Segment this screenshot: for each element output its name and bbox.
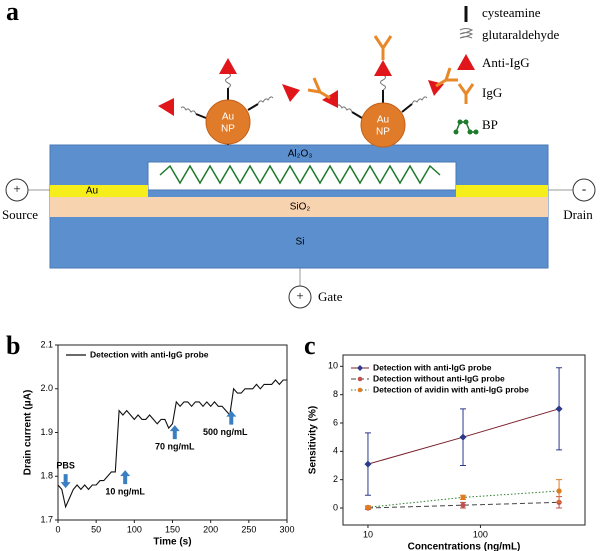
x-tick-label: 0 — [55, 524, 60, 534]
layer-label: Si — [296, 237, 305, 248]
gold-nanoparticle — [360, 102, 406, 148]
annotation-label: 500 ng/mL — [203, 427, 248, 437]
marker — [555, 405, 563, 413]
legend-label: Detection of avidin with anti-IgG probe — [373, 384, 529, 394]
legend-icon — [453, 119, 479, 135]
legend-label: Detection with anti-IgG probe — [90, 349, 209, 359]
marker — [460, 502, 466, 508]
terminal — [5, 178, 29, 202]
y-tick-label: 1.9 — [40, 427, 53, 437]
layer-label: Au — [86, 186, 98, 197]
legend-label: IgG — [482, 85, 502, 100]
annotation-arrow — [60, 474, 71, 489]
terminal-label: Drain — [563, 207, 593, 222]
gold-nanoparticle — [205, 99, 251, 145]
sio2-layer — [50, 197, 548, 217]
layer-label: SiO₂ — [290, 202, 311, 213]
y-tick-label: 2.1 — [40, 339, 53, 349]
marker — [459, 433, 467, 441]
panel-letter: a — [6, 0, 19, 26]
legend-icon — [457, 54, 475, 70]
marker — [460, 494, 466, 500]
data-line — [57, 379, 287, 509]
y-tick-label: 4 — [333, 446, 338, 456]
layer-label: Al₂O₃ — [288, 149, 313, 160]
y-tick-label: 2 — [333, 474, 338, 484]
x-tick-label: 300 — [279, 524, 294, 534]
terminal-label: Source — [2, 207, 38, 222]
igg — [307, 35, 458, 100]
legend-label: Detection with anti-IgG probe — [373, 362, 492, 372]
y-axis-label: Drain current (μA) — [23, 390, 34, 476]
panel-letter: b — [6, 331, 20, 360]
x-tick-label: 100 — [127, 524, 142, 534]
y-tick-label: 8 — [333, 389, 338, 399]
annotation-arrow — [226, 410, 237, 425]
x-axis-label: Time (s) — [153, 537, 191, 548]
bp-chain — [159, 164, 441, 185]
legend-marker — [357, 376, 363, 382]
x-tick-label: 250 — [241, 524, 256, 534]
x-tick-label: 100 — [473, 529, 488, 539]
annotation-label: PBS — [56, 460, 75, 470]
annotation-arrow — [169, 425, 180, 440]
legend-marker — [357, 387, 363, 393]
legend-label: BP — [482, 117, 498, 132]
terminal — [288, 285, 312, 309]
x-tick-label: 10 — [363, 529, 373, 539]
x-tick-label: 150 — [165, 524, 180, 534]
y-tick-label: 10 — [328, 361, 338, 371]
y-tick-label: 1.8 — [40, 471, 53, 481]
anti-igg — [158, 58, 444, 116]
annotation-arrow — [120, 470, 131, 485]
annotation-label: 10 ng/mL — [105, 487, 145, 497]
x-tick-label: 200 — [203, 524, 218, 534]
legend-label: Anti-IgG — [482, 55, 530, 70]
np-label: Au — [222, 112, 234, 123]
legend-label: cysteamine — [482, 5, 541, 20]
y-tick-label: 2.0 — [40, 383, 53, 393]
plot-frame — [342, 354, 586, 526]
x-tick-label: 50 — [91, 524, 101, 534]
np-label: Au — [377, 115, 389, 126]
au-electrode — [456, 185, 548, 197]
legend-icon — [459, 28, 474, 39]
x-axis-label: Concentrations (ng/mL) — [408, 542, 521, 551]
annotation-label: 70 ng/mL — [155, 441, 195, 451]
glutaraldehyde — [180, 72, 428, 115]
terminal-label: Gate — [318, 289, 343, 304]
plot-frame — [57, 344, 288, 521]
y-tick-label: 0 — [333, 502, 338, 512]
au-electrode — [50, 185, 148, 197]
marker — [365, 504, 371, 510]
np-label: NP — [221, 124, 235, 135]
y-tick-label: 6 — [333, 417, 338, 427]
marker — [556, 488, 562, 494]
terminal-sign: - — [582, 181, 586, 196]
np-label: NP — [376, 127, 390, 138]
terminal — [572, 178, 596, 202]
legend-icon — [457, 83, 475, 104]
terminal-sign: + — [13, 181, 20, 196]
legend-marker — [357, 365, 363, 371]
marker — [364, 460, 372, 468]
legend-label: Detection without anti-IgG probe — [373, 373, 505, 383]
legend-label: glutaraldehyde — [482, 27, 559, 42]
y-tick-label: 1.7 — [40, 514, 53, 524]
panel-letter: c — [304, 331, 316, 360]
y-axis-label: Sensitivity (%) — [308, 406, 319, 474]
terminal-sign: + — [296, 288, 303, 303]
